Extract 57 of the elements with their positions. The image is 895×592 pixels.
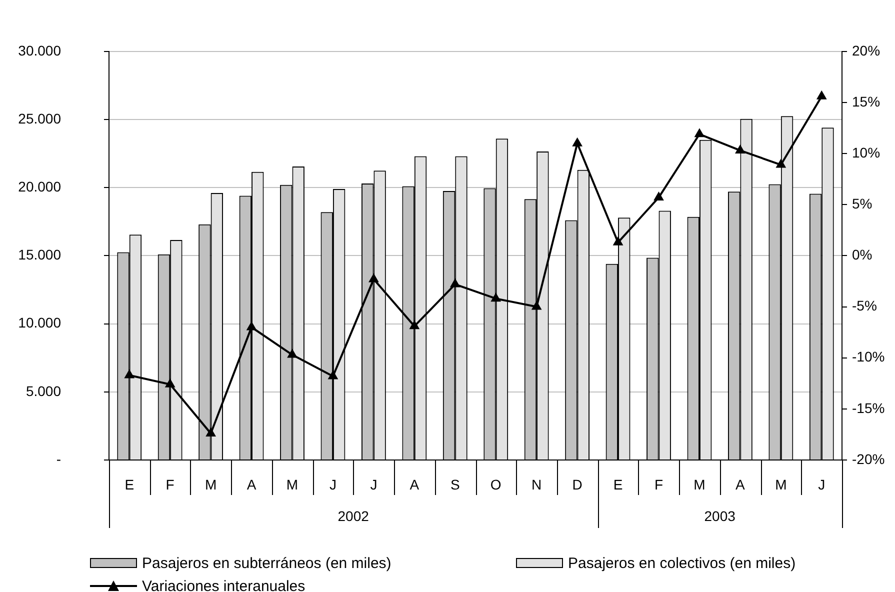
x-tick-label: F	[166, 476, 174, 492]
x-tick-label: M	[694, 476, 706, 492]
point	[410, 320, 420, 330]
x-tick-label: O	[490, 476, 502, 492]
x-tick-label: N	[532, 476, 542, 492]
legend-label: Pasajeros en colectivos (en miles)	[568, 554, 796, 572]
x-tick-label: J	[370, 476, 378, 492]
text: 2003	[704, 508, 736, 524]
point	[287, 349, 298, 358]
y2-tick-label: 5%	[852, 195, 872, 212]
point	[165, 378, 175, 388]
y2-tick-label: -10%	[852, 348, 885, 365]
y2-tick-label: 20%	[852, 42, 880, 58]
y2-tick-label: 0%	[852, 246, 872, 263]
point	[572, 138, 582, 146]
y-tick-label: 30.000	[18, 42, 62, 58]
point	[328, 370, 338, 380]
x-tick-label: J	[329, 476, 336, 492]
point	[776, 159, 786, 168]
x-tick-label: E	[613, 476, 623, 492]
x-tick-label: E	[124, 476, 134, 492]
point	[654, 192, 664, 200]
y2-tick-label: -15%	[852, 400, 885, 416]
x-tick-label: A	[410, 476, 420, 492]
y2-tick-label: -5%	[852, 298, 877, 314]
legend-label: Variaciones interanuales	[142, 578, 306, 592]
x-tick-label: S	[450, 476, 460, 492]
point	[735, 144, 746, 154]
point	[246, 322, 256, 330]
point	[368, 274, 379, 282]
y-tick-label: 20.000	[18, 178, 62, 194]
y-tick-label: 15.000	[18, 246, 62, 263]
x-tick-label: M	[204, 476, 217, 492]
point	[532, 301, 542, 310]
point	[491, 293, 501, 302]
legend-label: Pasajeros en subterráneos (en miles)	[142, 554, 392, 572]
x-tick-label: J	[818, 476, 826, 492]
point	[694, 128, 704, 138]
point	[124, 370, 134, 378]
x-tick-label: M	[286, 476, 298, 492]
point	[816, 90, 826, 100]
y2-tick-label: 15%	[852, 93, 880, 110]
x-tick-label: M	[775, 476, 787, 492]
x-tick-label: F	[654, 476, 664, 492]
y-tick-label: 10.000	[18, 314, 62, 331]
point	[613, 236, 623, 246]
y-tick-label: -	[56, 450, 62, 467]
y2-tick-label: -20%	[852, 450, 885, 467]
point	[206, 428, 216, 436]
x-tick-label: A	[246, 476, 257, 492]
y2-tick-label: 10%	[852, 144, 880, 160]
text: 2002	[338, 508, 370, 524]
x-tick-label: D	[572, 476, 582, 492]
x-tick-label: A	[736, 476, 746, 492]
y-tick-label: 5.000	[26, 382, 62, 399]
y-tick-label: 25.000	[18, 110, 62, 126]
point	[450, 278, 460, 288]
